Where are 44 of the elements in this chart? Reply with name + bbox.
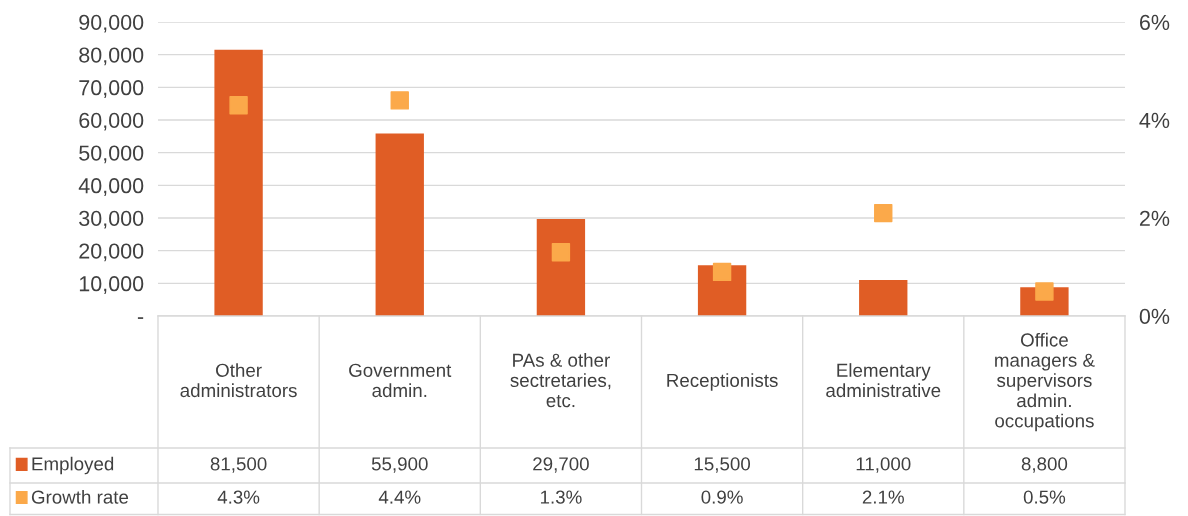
x-tick-label: Government admin. — [349, 363, 452, 398]
y2-tick-label: 0% — [1139, 308, 1170, 325]
data-label: 0.5% — [1023, 490, 1066, 504]
y-tick-label: 50,000 — [79, 145, 144, 164]
point — [551, 243, 571, 262]
data-label: 1.3% — [540, 490, 582, 504]
bar — [375, 133, 424, 316]
y-tick-label: 90,000 — [79, 14, 144, 33]
y-tick-label: - — [137, 317, 144, 319]
y-tick-label: 80,000 — [79, 47, 144, 66]
point — [874, 203, 893, 223]
data-label: 15,500 — [694, 457, 751, 473]
data-label: 4.4% — [378, 490, 421, 504]
legend-label: Growth rate — [31, 489, 129, 504]
point — [1035, 282, 1054, 301]
y2-tick-label: 4% — [1139, 112, 1170, 128]
point — [390, 91, 409, 110]
data-label: 4.3% — [217, 490, 260, 504]
bar — [859, 280, 908, 316]
data-label: 0.9% — [701, 490, 743, 504]
bar — [214, 49, 263, 316]
x-tick-label: Receptionists — [667, 373, 778, 391]
legend-label: Employed — [32, 456, 114, 475]
y-tick-label: 70,000 — [79, 80, 144, 98]
y-tick-label: 60,000 — [79, 112, 144, 131]
point — [712, 262, 732, 282]
x-tick-label: Office managers & supervisors admin. occupations — [995, 332, 1095, 432]
x-tick-label: Other administrators — [180, 363, 297, 398]
data-label: 8,800 — [1021, 457, 1068, 473]
y-tick-label: 10,000 — [79, 276, 144, 294]
data-label: 29,700 — [533, 457, 589, 473]
data-label: 11,000 — [856, 457, 911, 473]
x-tick-label: Elementary administrative — [826, 363, 941, 398]
x-tick-label: PAs & other sectretaries, etc. — [510, 353, 611, 408]
point — [229, 96, 248, 115]
y-tick-label: 20,000 — [79, 243, 144, 262]
y-tick-label: 30,000 — [79, 210, 144, 229]
y2-tick-label: 2% — [1139, 210, 1170, 226]
data-label: 55,900 — [371, 457, 428, 473]
bar — [536, 218, 586, 316]
data-label: 81,500 — [210, 457, 267, 473]
data-label: 2.1% — [862, 490, 904, 504]
y-tick-label: 40,000 — [78, 178, 144, 196]
y2-tick-label: 6% — [1139, 14, 1170, 31]
